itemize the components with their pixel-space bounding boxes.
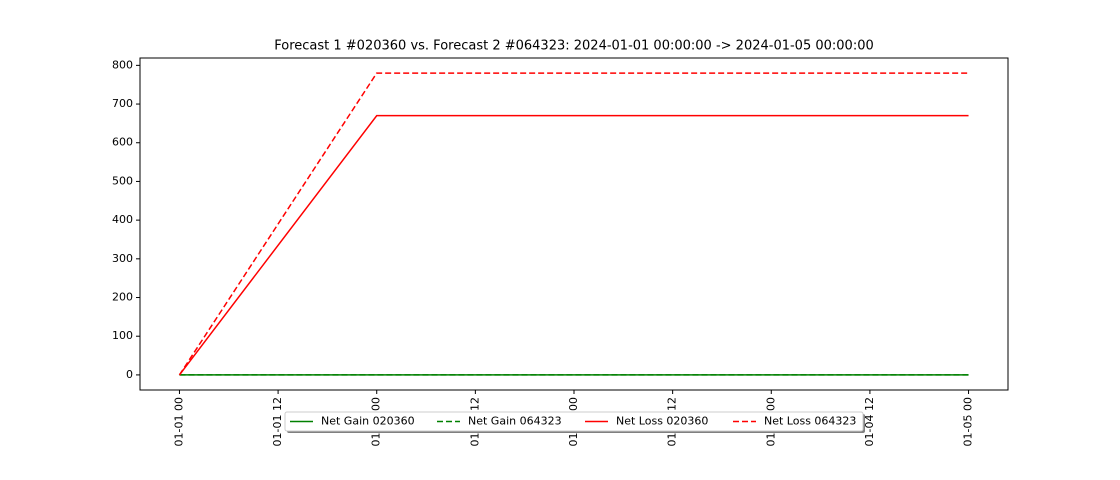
y-tick-label: 400 xyxy=(112,213,133,226)
chart-title: Forecast 1 #020360 vs. Forecast 2 #06432… xyxy=(274,39,874,54)
legend-label: Net Gain 064323 xyxy=(468,415,562,428)
x-tick-label: 01-04 12 xyxy=(863,397,876,446)
legend: Net Gain 020360 Net Gain 064323 Net Loss 0… xyxy=(284,411,865,433)
legend-label: Net Gain 020360 xyxy=(321,415,415,428)
plot-frame xyxy=(139,57,1009,391)
x-tick-label: 01-01 00 xyxy=(172,397,185,446)
y-tick-label: 600 xyxy=(112,136,133,149)
legend-label: Net Loss 064323 xyxy=(764,415,856,428)
y-tick-label: 500 xyxy=(112,174,133,187)
x-tick-label: 01-05 00 xyxy=(962,397,975,446)
y-tick-label: 800 xyxy=(112,58,133,71)
y-tick-label: 300 xyxy=(112,252,133,265)
y-tick-label: 700 xyxy=(112,97,133,110)
y-tick-label: 100 xyxy=(112,329,133,342)
series-line xyxy=(178,114,969,376)
x-tick-label: 01-01 12 xyxy=(271,397,284,446)
legend-label: Net Loss 020360 xyxy=(616,415,708,428)
y-tick-label: 0 xyxy=(126,368,133,381)
series-line xyxy=(178,72,969,376)
y-tick-label: 200 xyxy=(112,291,133,304)
legend-frame xyxy=(284,411,864,432)
